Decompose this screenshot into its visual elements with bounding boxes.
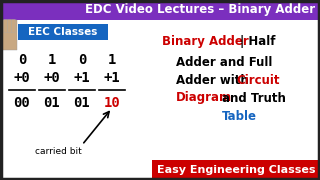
Text: 00: 00 bbox=[14, 96, 30, 110]
Text: EDC Video Lectures – Binary Adder: EDC Video Lectures – Binary Adder bbox=[85, 3, 315, 17]
FancyBboxPatch shape bbox=[0, 0, 320, 20]
Text: +1: +1 bbox=[104, 71, 120, 85]
Text: 0: 0 bbox=[18, 53, 26, 67]
Text: 01: 01 bbox=[44, 96, 60, 110]
Text: Diagram: Diagram bbox=[176, 91, 232, 105]
Text: 1: 1 bbox=[48, 53, 56, 67]
FancyBboxPatch shape bbox=[7, 19, 12, 33]
Text: carried bit: carried bit bbox=[35, 147, 81, 156]
Text: +1: +1 bbox=[74, 71, 90, 85]
FancyBboxPatch shape bbox=[18, 24, 108, 40]
Text: and Truth: and Truth bbox=[222, 91, 286, 105]
FancyBboxPatch shape bbox=[4, 19, 7, 33]
Text: Table: Table bbox=[222, 109, 257, 123]
Text: Adder with: Adder with bbox=[176, 73, 253, 87]
Text: Circuit: Circuit bbox=[236, 73, 279, 87]
Text: +0: +0 bbox=[44, 71, 60, 85]
Text: EEC Classes: EEC Classes bbox=[28, 27, 98, 37]
Text: Adder and Full: Adder and Full bbox=[176, 55, 272, 69]
Text: | Half: | Half bbox=[240, 35, 276, 48]
Text: +0: +0 bbox=[14, 71, 30, 85]
FancyBboxPatch shape bbox=[12, 19, 15, 33]
Text: Easy Engineering Classes: Easy Engineering Classes bbox=[157, 165, 315, 175]
Text: 1: 1 bbox=[108, 53, 116, 67]
Text: 0: 0 bbox=[78, 53, 86, 67]
Text: 10: 10 bbox=[104, 96, 120, 110]
FancyBboxPatch shape bbox=[152, 160, 320, 180]
Text: 01: 01 bbox=[74, 96, 90, 110]
Text: Binary Adder: Binary Adder bbox=[162, 35, 249, 48]
FancyBboxPatch shape bbox=[2, 20, 17, 50]
